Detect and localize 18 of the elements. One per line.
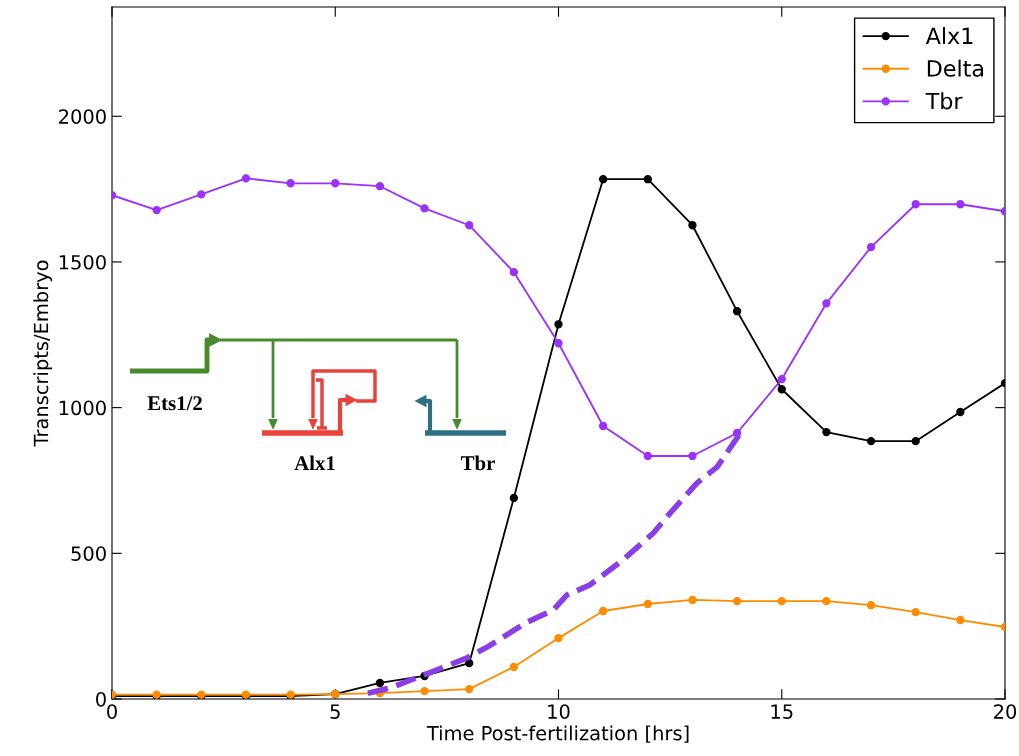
- y-tick-label: 1500: [59, 254, 106, 270]
- annotation: Ets1/2: [147, 396, 202, 411]
- x-tick-label: 15: [771, 704, 793, 719]
- x-tick-label: 10: [548, 704, 570, 719]
- y-tick-label: 0: [96, 691, 106, 707]
- annotation: Alx1: [294, 455, 335, 471]
- y-tick-label: 2000: [59, 109, 106, 124]
- legend-label: Alx1: [925, 27, 973, 44]
- y-axis-title: Transcripts/Embryo: [33, 260, 53, 447]
- x-axis-title: Time Post-fertilization [hrs]: [426, 725, 689, 743]
- x-tick-label: 0: [107, 704, 117, 719]
- legend-label: Tbr: [925, 92, 963, 110]
- x-tick-label: 20: [994, 704, 1017, 719]
- y-tick-label: 500: [71, 546, 106, 561]
- y-tick-label: 1000: [59, 400, 106, 416]
- x-tick-label: 5: [330, 704, 340, 719]
- legend-label: Delta: [927, 59, 983, 77]
- annotation: Tbr: [460, 455, 495, 471]
